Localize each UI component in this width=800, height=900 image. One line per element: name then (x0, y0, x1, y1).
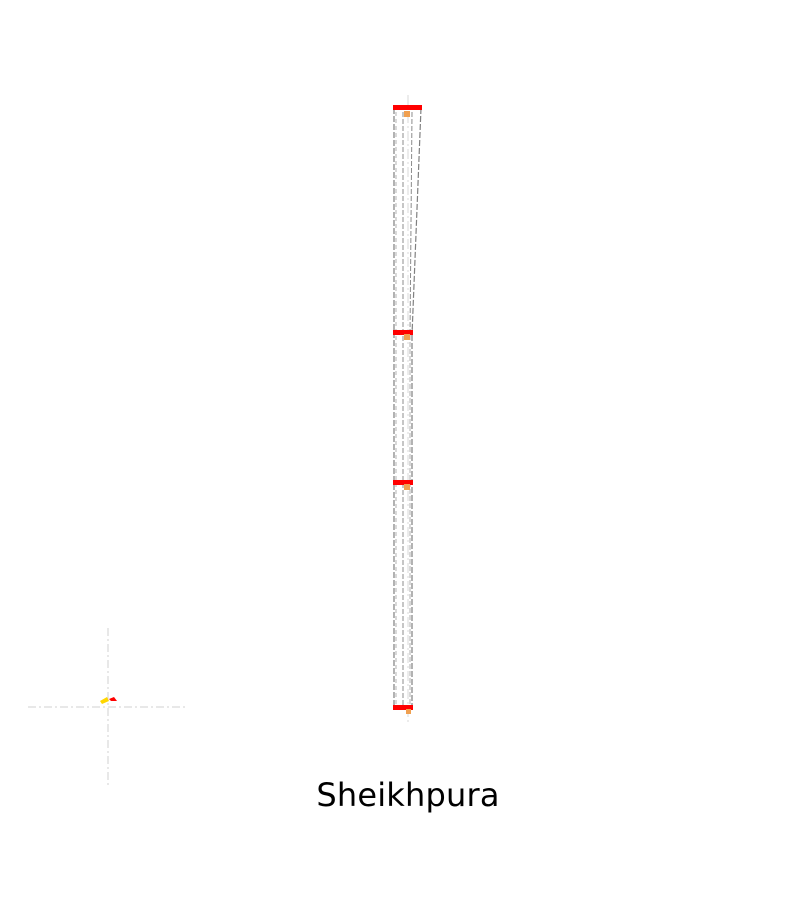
level-mark-top (393, 105, 422, 110)
drawing-caption: Sheikhpura (316, 776, 500, 814)
tower-structure (393, 95, 422, 722)
level-mark-2 (393, 330, 413, 335)
inner-right-edge-upper (409, 111, 413, 336)
origin-x-axis-arrow (109, 697, 117, 701)
node-marker-2 (404, 334, 410, 340)
outer-right-taper (411, 107, 422, 336)
level-mark-base (393, 705, 413, 710)
origin-y-axis-arrow (100, 697, 109, 704)
origin-axes (28, 628, 188, 788)
node-marker-3 (404, 484, 410, 490)
level-mark-3 (393, 480, 413, 485)
node-marker-base (406, 709, 411, 714)
node-marker-top (404, 111, 410, 117)
coordinate-axes-icon (100, 697, 117, 704)
